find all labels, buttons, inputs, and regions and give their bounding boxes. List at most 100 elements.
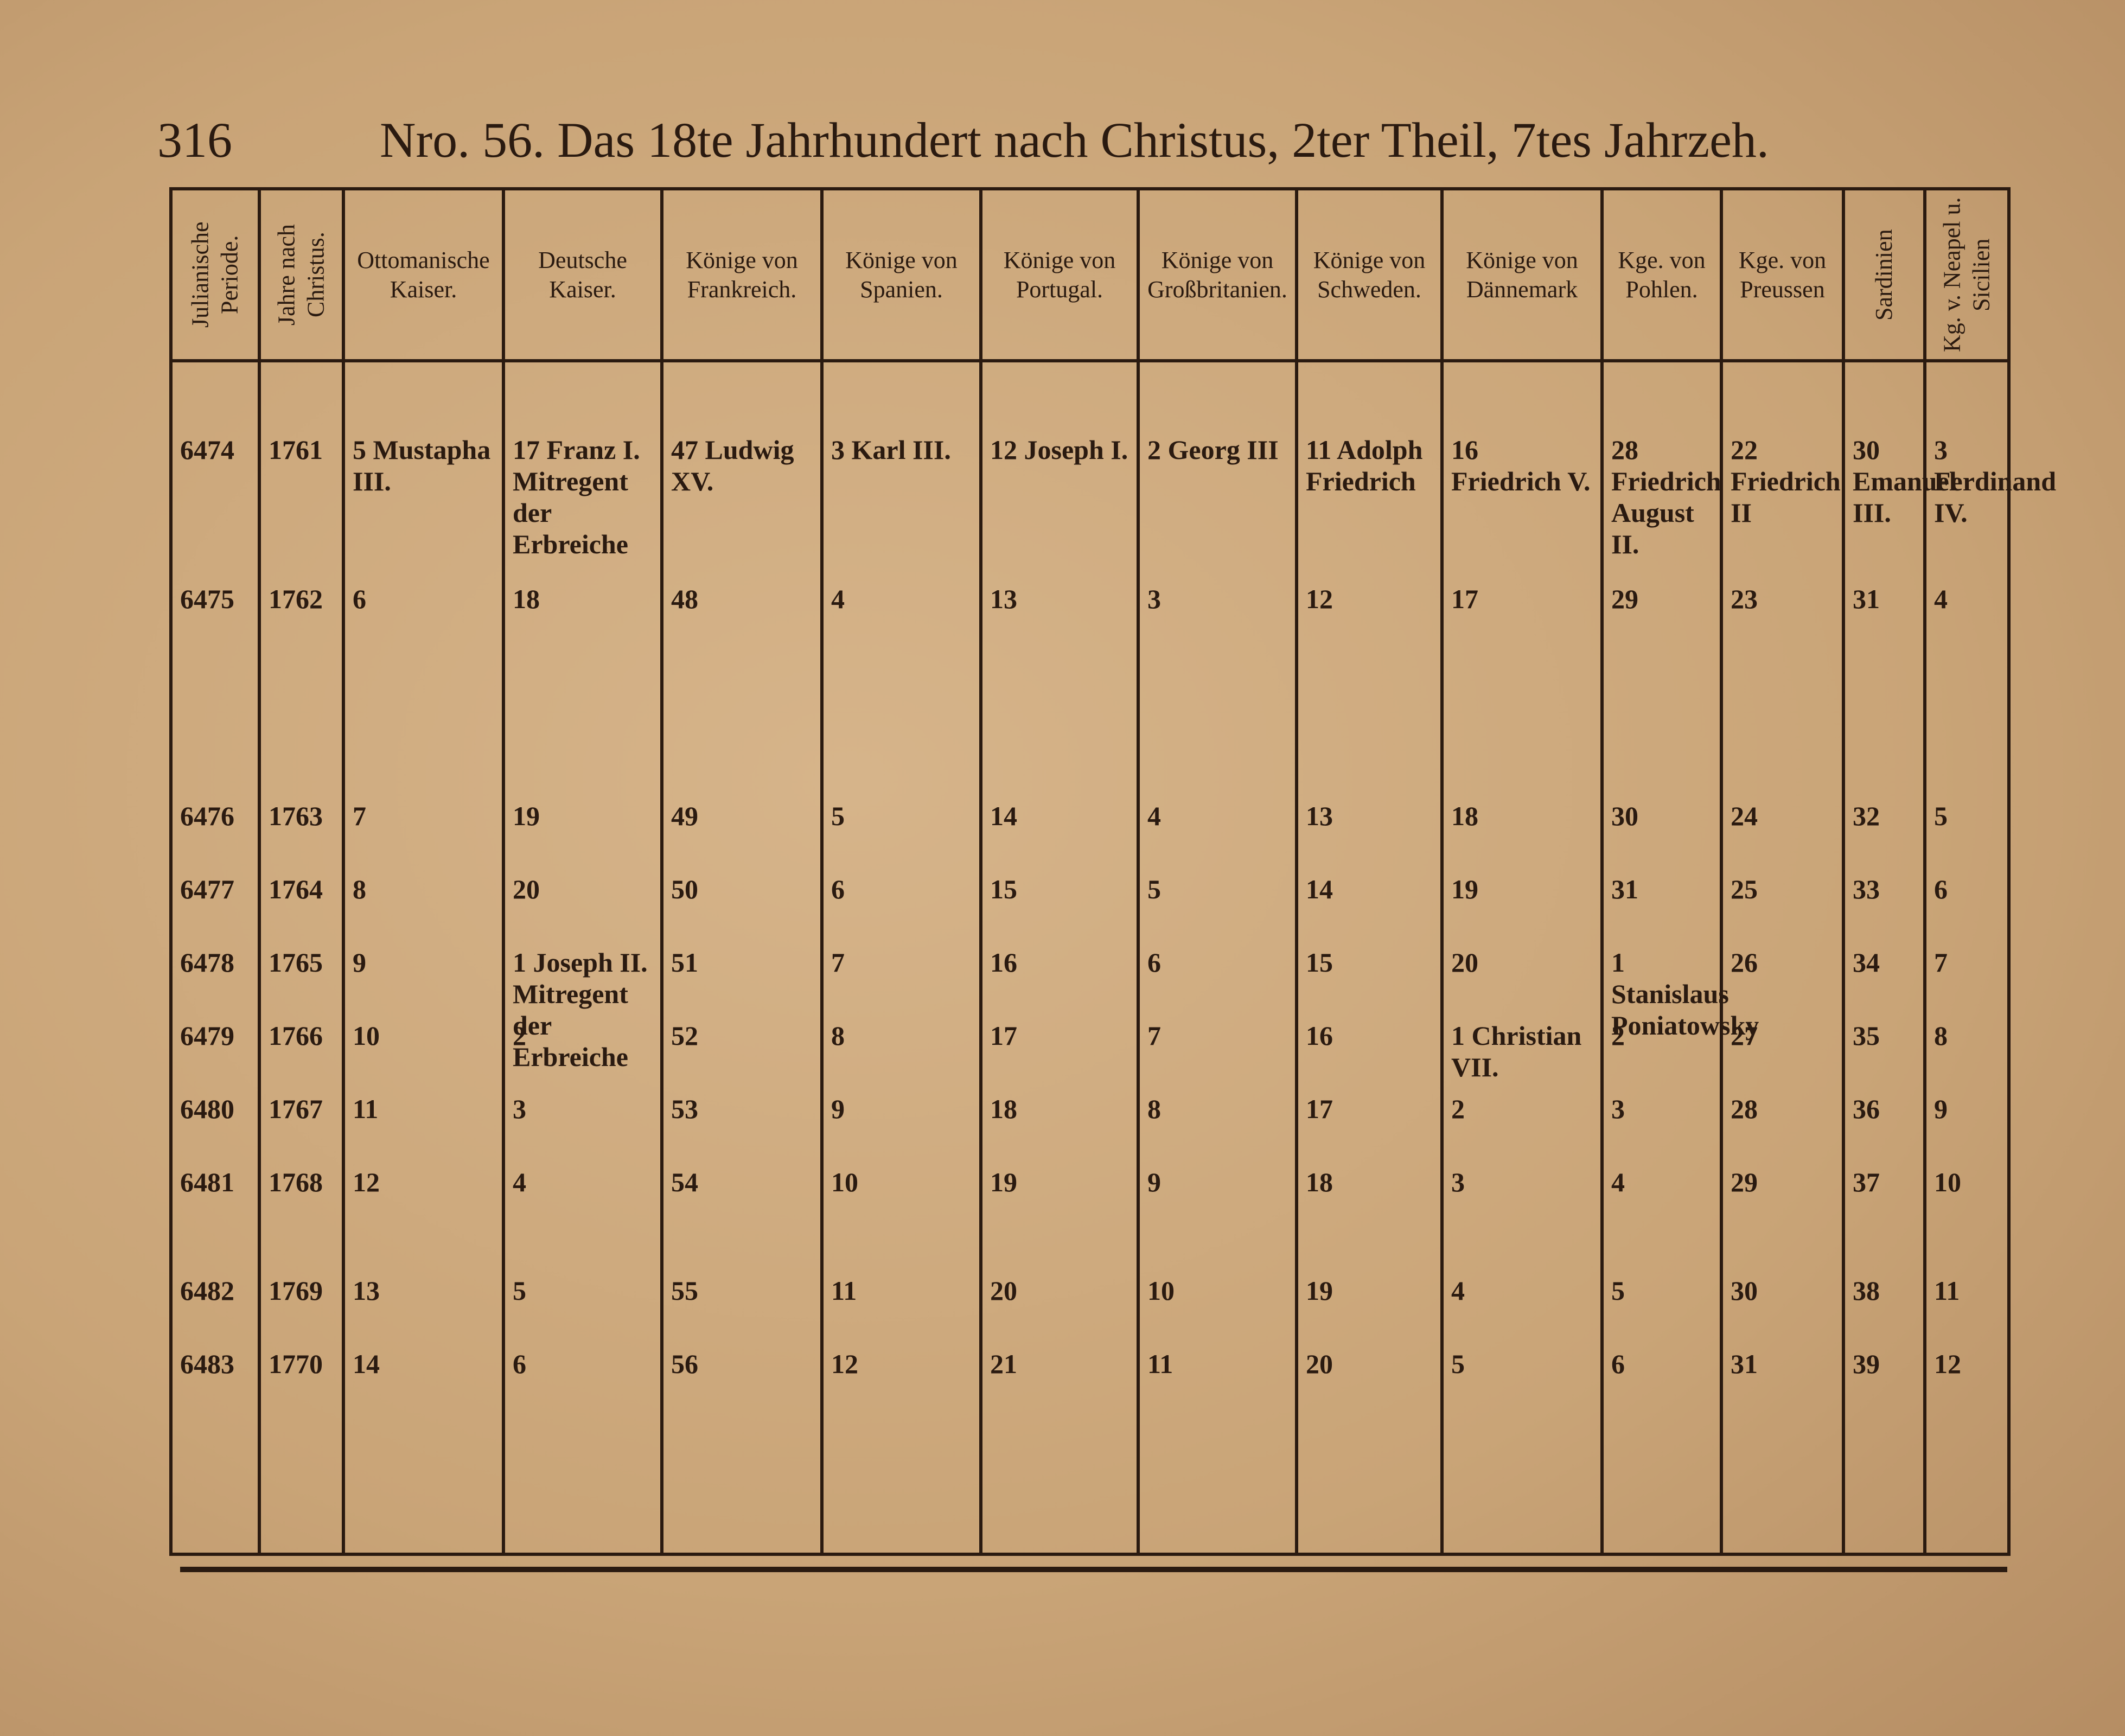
table-cell: 36 [1853,1094,1880,1124]
table-cell: 10 [353,1020,380,1051]
table-cell: 17 [990,1020,1017,1051]
table-cell: 26 [1731,947,1758,978]
table-cell: 3 [1451,1167,1465,1197]
table-cell: 11 [1934,1275,1960,1306]
table-cell: 1763 [269,801,323,831]
table-cell: 3 [513,1094,526,1124]
table-cell: 12 Joseph I. [990,435,1128,465]
table-cell: 6482 [180,1275,234,1306]
table-cell: 6 [831,874,845,904]
table-cell: 29 [1731,1167,1758,1197]
border [169,1553,2011,1556]
table-cell: 16 [1306,1020,1333,1051]
column-header: Julianische Periode. [187,221,243,328]
table-cell: 55 [671,1275,698,1306]
table-cell: 33 [1853,874,1880,904]
column-line [820,187,824,1556]
table-cell: 5 Mustapha III. [353,435,491,496]
column-header: Kg. v. Neapel u. Sicilien [1938,197,1995,353]
table-cell: 9 [353,947,366,978]
table-cell: 6480 [180,1094,234,1124]
table-cell: 1770 [269,1349,323,1379]
table-cell: 19 [513,801,540,831]
table-cell: 54 [671,1167,698,1197]
table-cell: 20 [1306,1349,1333,1379]
table-cell: 6477 [180,874,234,904]
table-cell: 20 [990,1275,1017,1306]
table-cell: 48 [671,584,698,614]
table-cell: 29 [1611,584,1638,614]
column-line [169,187,173,1556]
table-cell: 6483 [180,1349,234,1379]
table-cell: 18 [1306,1167,1333,1197]
table-cell: 7 [831,947,845,978]
table-cell: 6476 [180,801,234,831]
table-cell: 5 [1611,1275,1625,1306]
table-cell: 3 [1611,1094,1625,1124]
table-cell: 31 [1611,874,1638,904]
table-cell: 51 [671,947,698,978]
column-header: Könige von Schweden. [1313,246,1426,303]
table-cell: 11 [1147,1349,1173,1379]
table-cell: 30 [1731,1275,1758,1306]
column-line [1923,187,1926,1556]
table-cell: 7 [1147,1020,1161,1051]
table-cell: 14 [1306,874,1333,904]
table-cell: 31 [1731,1349,1758,1379]
column-header: Deutsche Kaiser. [538,246,627,303]
table-cell: 39 [1853,1349,1880,1379]
table-cell: 21 [990,1349,1017,1379]
table-cell: 2 [1611,1020,1625,1051]
table-cell: 30 [1611,801,1638,831]
table-cell: 13 [353,1275,380,1306]
table-cell: 2 [513,1020,526,1051]
table-cell: 7 [1934,947,1948,978]
table-cell: 9 [831,1094,845,1124]
table-cell: 38 [1853,1275,1880,1306]
table-cell: 28 Friedrich August II. [1611,435,1721,559]
table-cell: 22 Friedrich II [1731,435,1841,528]
page-number: 316 [157,112,232,168]
column-header: Ottomanische Kaiser. [357,246,490,303]
table-cell: 1768 [269,1167,323,1197]
table-cell: 12 [1934,1349,1961,1379]
table-cell: 10 [831,1167,858,1197]
table-cell: 16 [990,947,1017,978]
table-cell: 5 [1451,1349,1465,1379]
table-cell: 3 Ferdinand IV. [1934,435,2057,528]
table-cell: 18 [990,1094,1017,1124]
table-cell: 20 [1451,947,1478,978]
table-cell: 35 [1853,1020,1880,1051]
table-cell: 15 [990,874,1017,904]
table-cell: 4 [1147,801,1161,831]
table-cell: 6479 [180,1020,234,1051]
table-cell: 12 [1306,584,1333,614]
table-cell: 19 [1451,874,1478,904]
border [169,359,2011,362]
column-line [2007,187,2011,1556]
table-cell: 3 Karl III. [831,435,951,465]
column-header: Kge. von Pohlen. [1618,246,1706,303]
table-cell: 1765 [269,947,323,978]
table-cell: 7 [353,801,366,831]
column-line [1720,187,1723,1556]
table-cell: 17 [1451,584,1478,614]
page-title: Nro. 56. Das 18te Jahrhundert nach Chris… [380,112,1769,168]
column-header: Sardinien [1871,229,1897,321]
table-cell: 13 [1306,801,1333,831]
column-line [1600,187,1604,1556]
table-cell: 8 [1147,1094,1161,1124]
table-cell: 1766 [269,1020,323,1051]
table-cell: 34 [1853,947,1880,978]
table-cell: 2 [1451,1094,1465,1124]
table-cell: 11 Adolph Friedrich [1306,435,1423,496]
table-cell: 25 [1731,874,1758,904]
table-cell: 9 [1147,1167,1161,1197]
table-cell: 6475 [180,584,234,614]
table-cell: 12 [353,1167,380,1197]
table-cell: 14 [990,801,1017,831]
column-line [1440,187,1444,1556]
column-header: Könige von Portugal. [1003,246,1116,303]
column-header: Könige von Frankreich. [686,246,798,303]
border [169,187,2011,190]
